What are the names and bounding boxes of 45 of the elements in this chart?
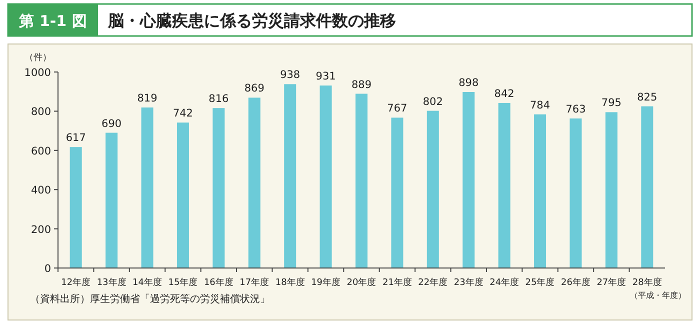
y-tick-label: 400 — [30, 184, 51, 197]
data-label: 825 — [637, 91, 658, 104]
x-tick-label: 15年度 — [168, 277, 198, 288]
x-tick-label: 28年度 — [632, 277, 662, 288]
x-tick-label: 25年度 — [525, 277, 555, 288]
data-label: 889 — [351, 78, 372, 91]
annotation: 第 1-1 図 — [19, 12, 87, 30]
data-label: 767 — [387, 102, 408, 115]
data-label: 816 — [208, 93, 230, 106]
x-tick-label: 24年度 — [490, 277, 520, 288]
data-label: 842 — [494, 88, 514, 100]
data-label: 819 — [137, 92, 158, 104]
y-tick-label: 0 — [44, 263, 51, 275]
data-label: 802 — [422, 96, 443, 108]
data-label: 784 — [530, 99, 550, 112]
data-label: 931 — [316, 70, 336, 83]
data-label: 763 — [566, 103, 586, 116]
x-tick-label: 18年度 — [275, 277, 305, 288]
data-label: 690 — [102, 118, 122, 130]
data-label: 869 — [244, 82, 264, 95]
data-label: 898 — [458, 76, 479, 89]
y-tick-label: 800 — [30, 106, 51, 118]
data-label: 742 — [172, 108, 193, 120]
x-tick-label: 14年度 — [132, 277, 162, 288]
y-axis-title: （件） — [24, 52, 52, 63]
data-label: 938 — [280, 69, 300, 82]
x-tick-label: 19年度 — [311, 277, 341, 288]
x-tick-label: 16年度 — [204, 277, 234, 288]
data-label: 795 — [601, 97, 622, 110]
x-tick-label: 17年度 — [240, 277, 270, 288]
x-tick-label: 22年度 — [418, 277, 448, 288]
annotation: （資料出所）厚生労働省「過労死等の労災補償状況」 — [30, 294, 270, 305]
x-tick-label: 20年度 — [346, 277, 376, 288]
x-tick-label: 12年度 — [61, 277, 91, 288]
y-tick-label: 200 — [30, 224, 51, 236]
x-tick-label: 26年度 — [561, 277, 590, 288]
title: 脳・心臓疾患に係る労災請求件数の推移 — [108, 11, 396, 30]
data-label: 617 — [66, 132, 86, 144]
x-tick-label: 13年度 — [96, 277, 126, 288]
y-tick-label: 600 — [30, 145, 51, 158]
x-tick-label: 23年度 — [454, 277, 484, 288]
y-tick-label: 1000 — [24, 67, 51, 79]
x-tick-label: 21年度 — [382, 277, 412, 288]
x-axis-title: （平成・年度） — [630, 291, 686, 300]
x-tick-label: 27年度 — [596, 277, 626, 288]
